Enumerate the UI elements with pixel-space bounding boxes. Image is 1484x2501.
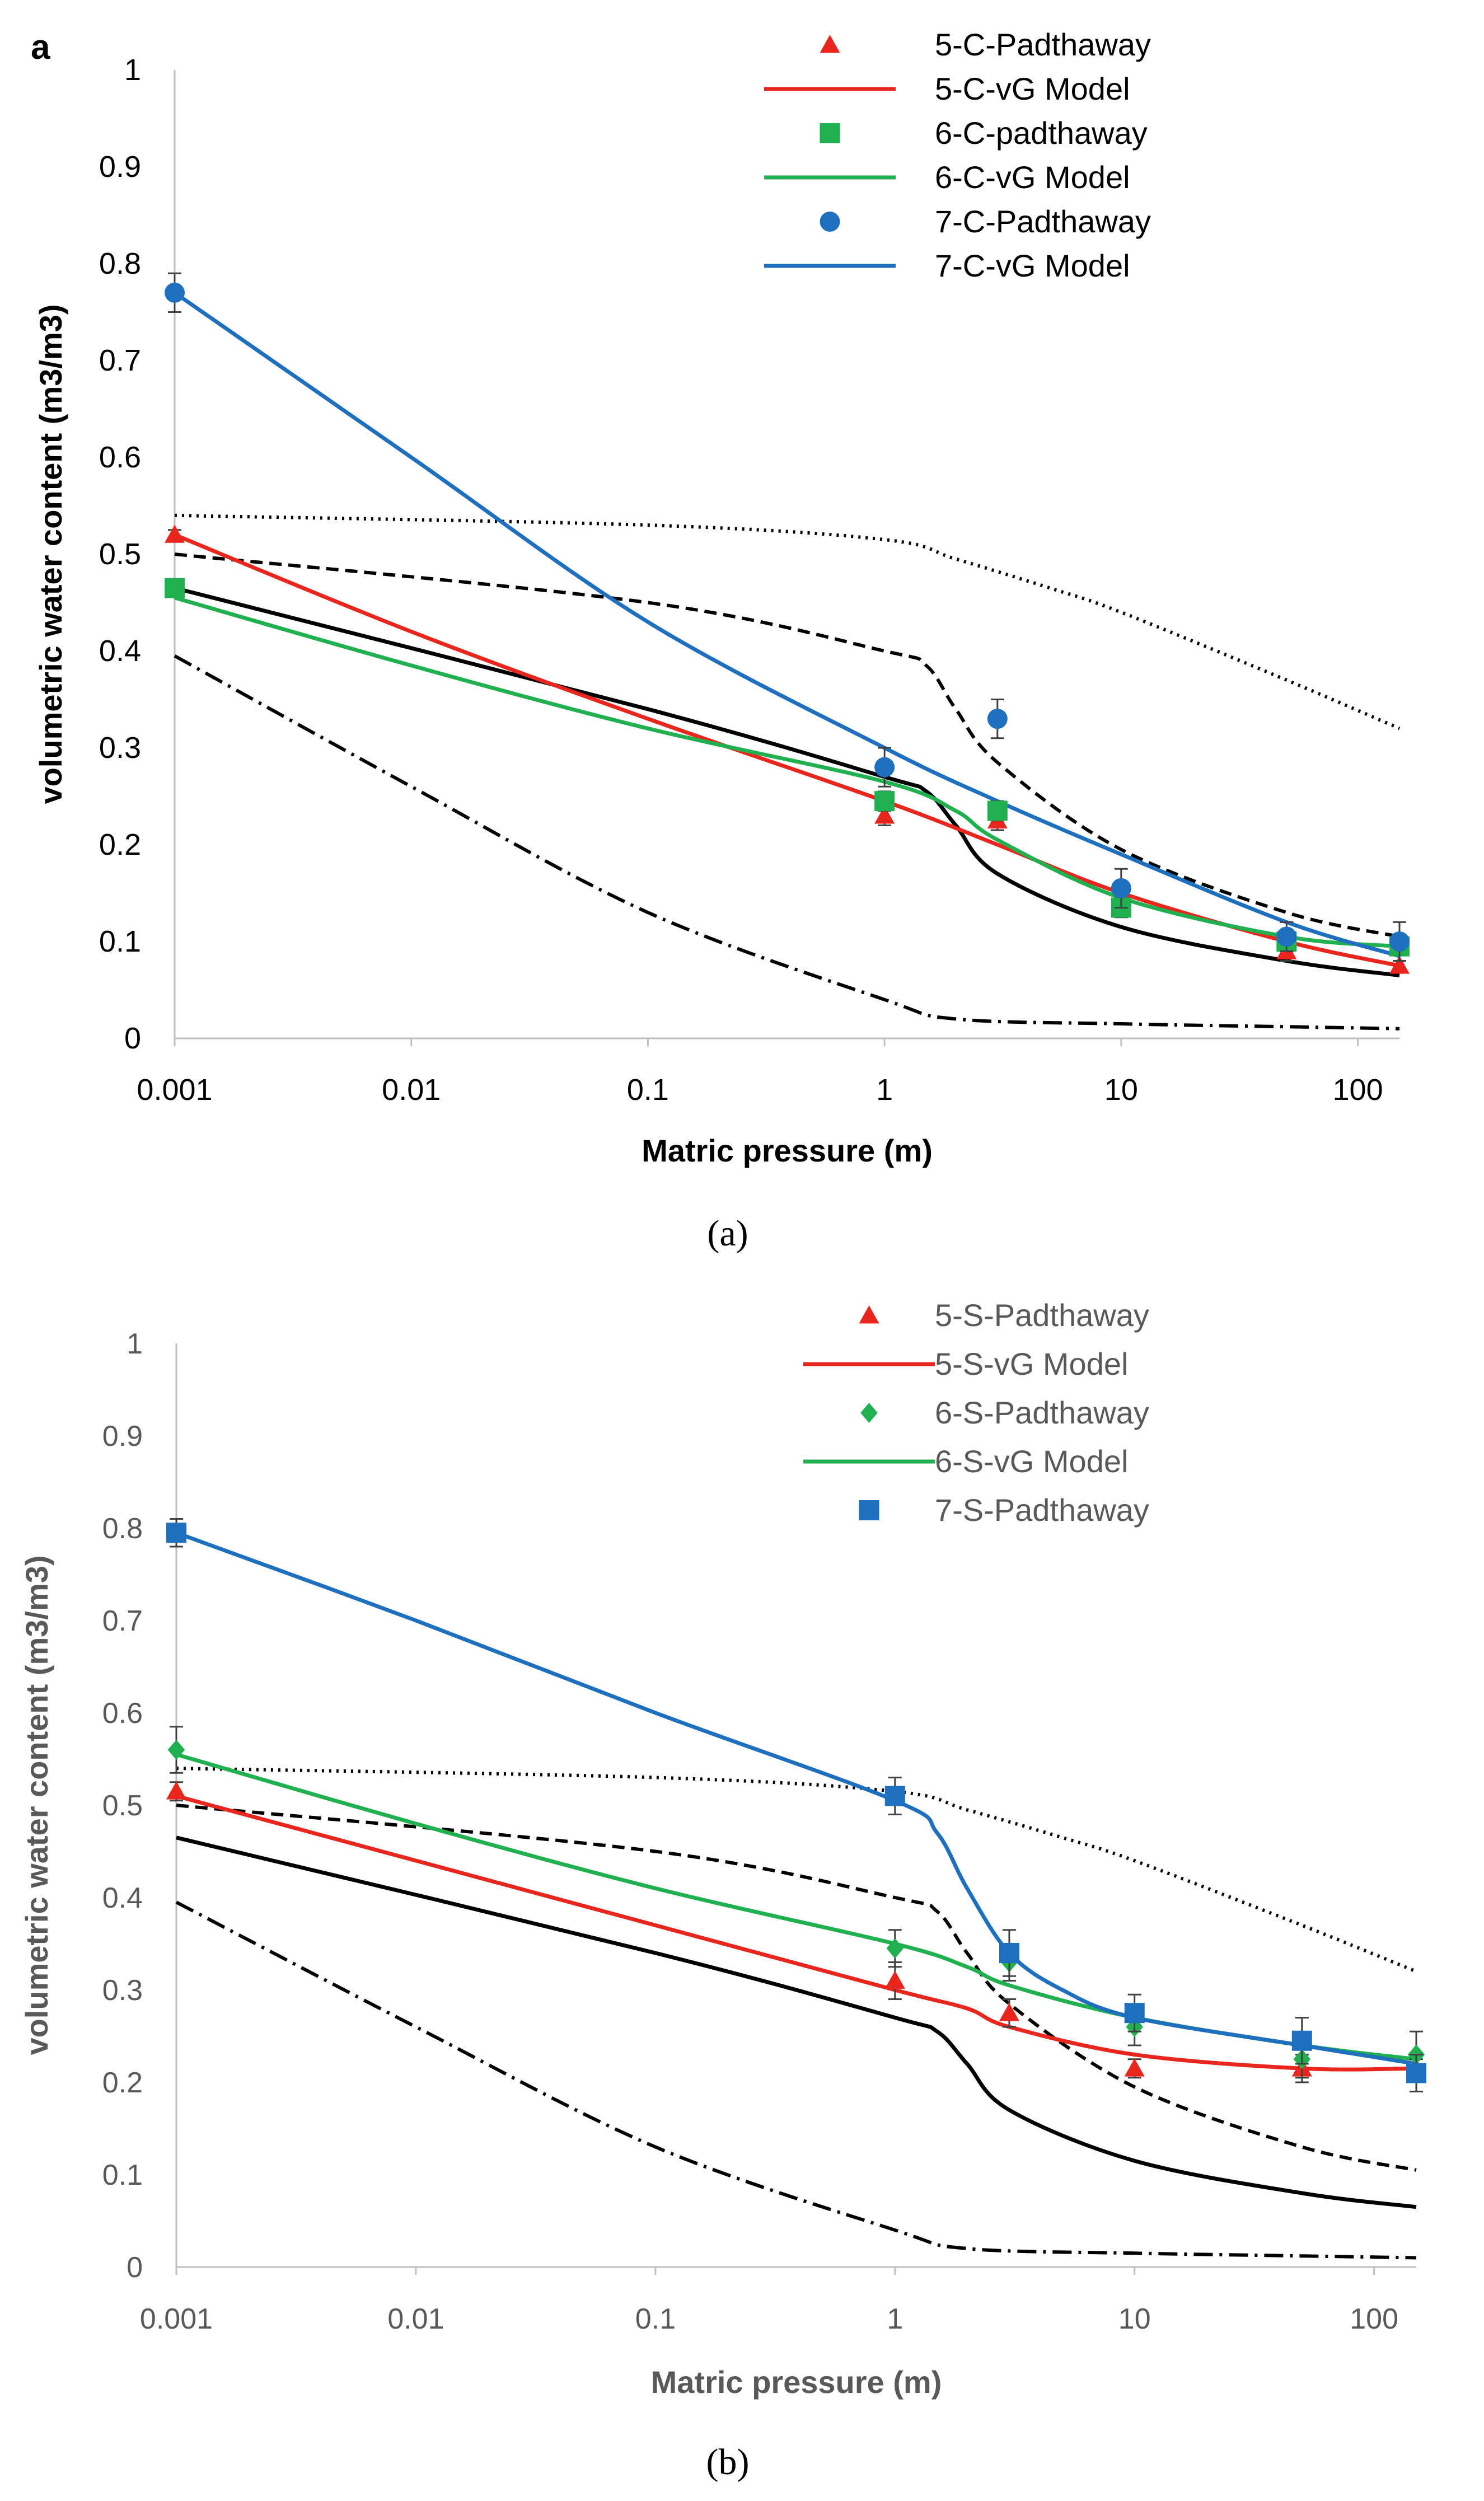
data-point [165, 578, 185, 598]
y-tick-label: 0.9 [99, 150, 141, 184]
x-tick-label: 0.1 [627, 1073, 669, 1107]
data-point [165, 282, 185, 303]
data-point [1124, 2058, 1145, 2077]
x-tick-label: 100 [1350, 2303, 1398, 2335]
legend-label: 6-S-vG Model [935, 1444, 1128, 1479]
x-tick-label: 100 [1333, 1073, 1383, 1107]
data-point [165, 524, 185, 543]
data-point [1389, 956, 1410, 974]
data-point [987, 709, 1008, 729]
y-tick-label: 0.9 [102, 1420, 143, 1453]
data-point [999, 1943, 1019, 1963]
y-tick-label: 0.6 [102, 1697, 143, 1730]
y-tick-label: 0 [124, 1022, 141, 1055]
data-point [1406, 2063, 1426, 2083]
legend-marker [820, 35, 840, 53]
y-tick-label: 0.5 [99, 537, 141, 571]
y-tick-label: 0 [127, 2251, 143, 2284]
data-point [886, 1938, 904, 1959]
data-point [166, 1523, 186, 1543]
reference-curve-dotted [176, 1767, 1417, 1973]
chart-b: 0 0.1 0.2 0.3 0.4 0.5 0.6 0.7 0.8 0.9 1 0.001 0.01 0.… [19, 1298, 1426, 2400]
x-tick-label: 10 [1104, 1073, 1138, 1107]
reference-curve-solid [174, 586, 1400, 977]
x-axis-label: Matric pressure (m) [651, 2364, 942, 2400]
data-point [1276, 926, 1297, 947]
data-point [1111, 878, 1131, 898]
data-point [1291, 2030, 1312, 2051]
reference-curve-dashdot [175, 1900, 1417, 2260]
x-tick-label: 0.1 [635, 2303, 676, 2335]
y-tick-label: 1 [127, 1328, 143, 1360]
data-point [874, 757, 895, 778]
panel-letter: a [31, 28, 50, 67]
caption-a: (a) [707, 1213, 748, 1254]
y-tick-label: 0.5 [102, 1790, 143, 1822]
chart-a: 0 0.1 0.2 0.3 0.4 0.5 0.6 0.7 0.8 0.9 1 0.001 0.01 0.… [33, 27, 1410, 1168]
y-tick-label: 0.6 [99, 441, 141, 474]
reference-curve-solid [176, 1835, 1417, 2209]
y-tick-label: 0.8 [99, 247, 141, 280]
model-line [174, 596, 1400, 949]
model-line [175, 1531, 1417, 2066]
data-point [884, 1970, 905, 1989]
y-tick-label: 0.4 [99, 634, 141, 668]
x-tick-label: 0.001 [137, 1073, 212, 1107]
legend-label: 7-C-Padthaway [935, 204, 1151, 239]
legend-label: 6-S-Padthaway [935, 1395, 1149, 1430]
y-tick-label: 0.1 [99, 925, 141, 958]
legend-label: 7-C-vG Model [935, 248, 1130, 283]
data-point [874, 805, 895, 824]
legend-label: 6-C-padthaway [935, 115, 1148, 151]
legend-marker [820, 212, 840, 232]
data-point [874, 791, 895, 812]
x-tick-label: 0.001 [140, 2303, 213, 2335]
reference-curve-dashdot [174, 654, 1400, 1031]
legend-marker [860, 1403, 878, 1423]
model-line [174, 533, 1400, 968]
y-tick-label: 0.1 [102, 2159, 143, 2191]
x-tick-label: 1 [887, 2303, 903, 2335]
x-tick-label: 0.01 [387, 2303, 444, 2335]
y-tick-label: 0.7 [99, 344, 141, 377]
data-point [1389, 931, 1410, 952]
y-tick-label: 0.3 [99, 731, 141, 765]
x-tick-label: 0.01 [382, 1073, 441, 1107]
x-tick-label: 10 [1118, 2303, 1151, 2335]
y-tick-label: 0.2 [102, 2067, 143, 2099]
x-axis-label: Matric pressure (m) [642, 1133, 933, 1168]
legend-label: 5-S-Padthaway [935, 1298, 1149, 1333]
model-line [176, 1794, 1417, 2072]
y-tick-label: 1 [124, 53, 141, 87]
model-line [174, 291, 1401, 958]
y-tick-label: 0.8 [102, 1512, 143, 1545]
caption-b: (b) [706, 2442, 750, 2483]
legend-marker [820, 123, 840, 143]
data-point [1124, 2003, 1145, 2024]
legend-label: 5-S-vG Model [935, 1346, 1128, 1381]
reference-curve-dashed [176, 1804, 1417, 2172]
legend-label: 5-C-Padthaway [935, 27, 1151, 62]
legend-marker [859, 1500, 879, 1520]
reference-curve-dashed [174, 552, 1400, 939]
y-tick-label: 0.3 [102, 1974, 143, 2007]
model-line [176, 1752, 1417, 2062]
data-point [167, 1740, 185, 1760]
y-axis-label: volumetric water content (m3/m3) [19, 1555, 54, 2055]
data-point [166, 1781, 186, 1800]
x-tick-label: 1 [876, 1073, 893, 1107]
y-axis-label: volumetric water content (m3/m3) [33, 304, 68, 804]
legend-marker [859, 1305, 879, 1324]
data-point [884, 1786, 905, 1806]
legend-label: 6-C-vG Model [935, 160, 1130, 195]
y-tick-label: 0.2 [99, 828, 141, 861]
data-point [987, 800, 1008, 821]
legend-label: 5-C-vG Model [935, 71, 1130, 106]
legend-label: 7-S-Padthaway [935, 1492, 1149, 1528]
y-tick-label: 0.4 [102, 1882, 143, 1914]
data-point [999, 2003, 1019, 2021]
y-tick-label: 0.7 [102, 1605, 143, 1637]
